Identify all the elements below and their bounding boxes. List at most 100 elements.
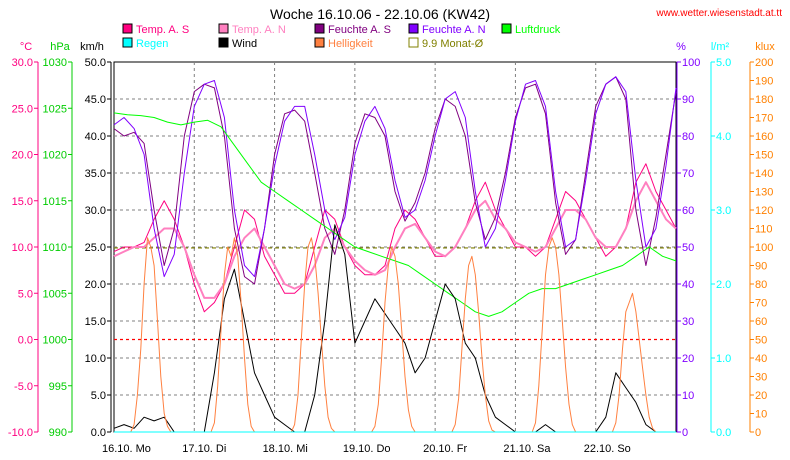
axis-tick-label-hum: 40 — [682, 279, 694, 291]
axis-tick-label-temp: -10.0 — [8, 427, 33, 439]
series-feuchte-a-s — [113, 76, 677, 285]
source-url: www.wetter.wiesenstadt.at.tt — [655, 8, 782, 19]
axis-tick-label-hum: 90 — [682, 94, 694, 106]
axis-tick-label-lux: 60 — [755, 316, 767, 328]
axis-tick-label-hum: 20 — [682, 353, 694, 365]
axis-tick-label-hum: 30 — [682, 316, 694, 328]
axis-tick-label-rain: 5.0 — [716, 57, 731, 69]
axis-tick-label-lux: 130 — [755, 187, 773, 199]
x-tick-label: 18.10. Mi — [263, 443, 308, 455]
axis-tick-label-lux: 180 — [755, 94, 773, 106]
axis-tick-label-rain: 3.0 — [716, 205, 731, 217]
axis-tick-label-rain: 2.0 — [716, 279, 731, 291]
axis-tick-label-temp: 30.0 — [12, 57, 33, 69]
legend-swatch — [408, 23, 419, 34]
axis-tick-label-lux: 150 — [755, 150, 773, 162]
legend-swatch — [122, 23, 133, 34]
legend-swatch — [314, 37, 325, 48]
x-tick-label: 19.10. Do — [343, 443, 391, 455]
axis-tick-label-press: 1000 — [43, 335, 67, 347]
legend-label: Temp. A. S — [136, 24, 189, 36]
axis-tick-label-hum: 0 — [682, 427, 688, 439]
x-tick-label: 22.10. So — [584, 443, 631, 455]
axis-tick-label-lux: 80 — [755, 279, 767, 291]
legend-label: Feuchte A. S — [328, 24, 391, 36]
axis-tick-label-wind: 5.0 — [91, 390, 106, 402]
axis-tick-label-wind: 15.0 — [85, 316, 106, 328]
series-luftdruck — [113, 112, 677, 317]
axis-tick-label-hum: 80 — [682, 131, 694, 143]
axis-tick-label-lux: 190 — [755, 76, 773, 88]
axis-tick-label-press: 1010 — [43, 242, 67, 254]
axis-tick-label-lux: 170 — [755, 113, 773, 125]
legend-swatch — [314, 23, 325, 34]
axis-tick-label-temp: -5.0 — [14, 381, 33, 393]
legend-swatch — [408, 37, 419, 48]
legend-swatch — [501, 23, 512, 34]
axis-tick-label-wind: 10.0 — [85, 353, 106, 365]
axis-tick-label-lux: 90 — [755, 261, 767, 273]
axis-tick-label-lux: 20 — [755, 390, 767, 402]
legend-swatch — [218, 37, 229, 48]
legend-label: Helligkeit — [328, 38, 373, 50]
axis-tick-label-wind: 25.0 — [85, 242, 106, 254]
axis-tick-label-hum: 100 — [682, 57, 700, 69]
series-temp-a-s — [113, 163, 677, 313]
axis-tick-label-wind: 45.0 — [85, 94, 106, 106]
axis-tick-label-press: 990 — [49, 427, 67, 439]
axis-unit-wind: km/h — [80, 41, 104, 53]
axis-tick-label-wind: 0.0 — [91, 427, 106, 439]
axis-tick-label-temp: 0.0 — [18, 335, 33, 347]
axis-tick-label-temp: 5.0 — [18, 288, 33, 300]
axis-unit-rain: l/m² — [711, 41, 730, 53]
axis-tick-label-rain: 1.0 — [716, 353, 731, 365]
axis-tick-label-temp: 20.0 — [12, 150, 33, 162]
legend-label: 9.9 Monat-Ø — [422, 38, 484, 50]
data-series — [113, 76, 677, 433]
axis-tick-label-lux: 40 — [755, 353, 767, 365]
axis-tick-label-lux: 10 — [755, 409, 767, 421]
axis-tick-label-rain: 4.0 — [716, 131, 731, 143]
chart-title: Woche 16.10.06 - 22.10.06 (KW42) — [270, 6, 490, 22]
legend: Temp. A. S Temp. A. N Feuchte A. S Feuchte … — [122, 23, 561, 50]
axis-tick-label-wind: 20.0 — [85, 279, 106, 291]
axis-tick-label-lux: 120 — [755, 205, 773, 217]
axis-unit-press: hPa — [50, 41, 70, 53]
axis-tick-label-press: 1030 — [43, 57, 67, 69]
axis-tick-label-temp: 25.0 — [12, 103, 33, 115]
x-tick-label: 21.10. Sa — [503, 443, 551, 455]
axis-tick-label-lux: 110 — [755, 224, 773, 236]
x-tick-label: 20.10. Fr — [423, 443, 467, 455]
axis-tick-label-lux: 140 — [755, 168, 773, 180]
legend-label: Feuchte A. N — [422, 24, 486, 36]
axis-unit-lux: klux — [755, 41, 775, 53]
axis-tick-label-lux: 200 — [755, 57, 773, 69]
axis-tick-label-temp: 10.0 — [12, 242, 33, 254]
axes: °C -10.0 -5.0 0.0 5.0 10.0 15.0 20.0 25.0 30.0 hPa… — [8, 41, 775, 455]
legend-label: Luftdruck — [515, 24, 561, 36]
axis-tick-label-press: 1025 — [43, 103, 67, 115]
series-temp-a-n — [113, 181, 677, 299]
legend-swatch — [218, 23, 229, 34]
axis-tick-label-hum: 10 — [682, 390, 694, 402]
axis-tick-label-wind: 30.0 — [85, 205, 106, 217]
series-feuchte-a-n — [113, 76, 677, 278]
legend-label: Wind — [232, 38, 257, 50]
axis-tick-label-press: 1015 — [43, 196, 67, 208]
axis-tick-label-lux: 50 — [755, 335, 767, 347]
axis-tick-label-wind: 50.0 — [85, 57, 106, 69]
axis-tick-label-hum: 60 — [682, 205, 694, 217]
x-tick-label: 16.10. Mo — [102, 443, 151, 455]
axis-tick-label-temp: 15.0 — [12, 196, 33, 208]
legend-swatch — [122, 37, 133, 48]
axis-tick-label-wind: 40.0 — [85, 131, 106, 143]
axis-tick-label-rain: 0.0 — [716, 427, 731, 439]
axis-tick-label-lux: 30 — [755, 372, 767, 384]
legend-label: Temp. A. N — [232, 24, 286, 36]
axis-tick-label-hum: 50 — [682, 242, 694, 254]
axis-tick-label-press: 995 — [49, 381, 67, 393]
axis-tick-label-hum: 70 — [682, 168, 694, 180]
legend-label: Regen — [136, 38, 168, 50]
axis-tick-label-press: 1020 — [43, 150, 67, 162]
